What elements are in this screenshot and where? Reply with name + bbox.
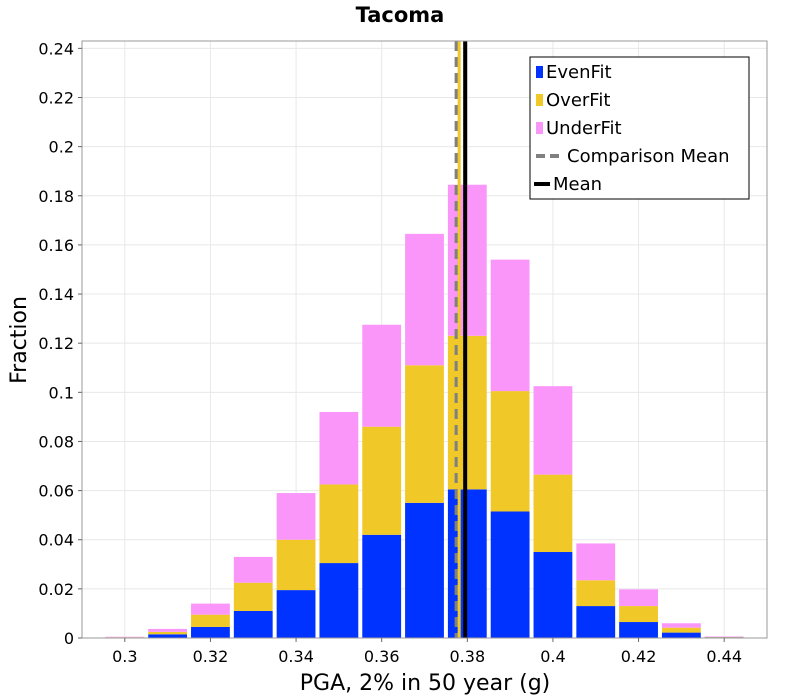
bar-evenfit-11 xyxy=(576,606,616,638)
bar-overfit-2 xyxy=(191,614,230,627)
bar-underfit-7 xyxy=(405,233,444,366)
bar-underfit-5 xyxy=(319,411,359,485)
bar-evenfit-12 xyxy=(619,622,658,638)
legend-swatch xyxy=(536,66,543,78)
x-tick-label: 0.36 xyxy=(364,647,400,666)
y-tick-label: 0.02 xyxy=(38,580,74,599)
legend-box xyxy=(529,56,750,200)
bar-overfit-3 xyxy=(233,582,273,611)
bar-evenfit-9 xyxy=(490,511,530,638)
bar-evenfit-2 xyxy=(191,626,230,638)
bar-underfit-3 xyxy=(233,556,273,583)
y-ticks: 0 0.02 0.04 0.06 0.08 0.1 0.12 0.14 0.16 0.18 0.2 0… xyxy=(38,39,82,648)
bar-evenfit-10 xyxy=(533,552,573,638)
bar-evenfit-4 xyxy=(276,590,316,638)
bar-evenfit-8 xyxy=(447,489,487,638)
bar-overfit-4 xyxy=(276,539,316,591)
x-tick-label: 0.4 xyxy=(540,647,565,666)
legend-swatch xyxy=(536,94,543,106)
bar-overfit-1 xyxy=(148,631,188,635)
bar-underfit-12 xyxy=(619,589,658,607)
bar-evenfit-13 xyxy=(661,632,701,638)
bar-underfit-2 xyxy=(191,603,230,615)
y-tick-label: 0.1 xyxy=(49,383,74,402)
bar-evenfit-3 xyxy=(233,610,273,638)
bar-evenfit-5 xyxy=(319,563,359,638)
x-ticks: 0.3 0.32 0.34 0.36 0.38 0.4 0.42 0.44 xyxy=(112,638,742,666)
bar-overfit-6 xyxy=(362,426,402,535)
bars xyxy=(105,184,744,638)
bar-underfit-10 xyxy=(533,386,573,475)
y-tick-label: 0 xyxy=(64,629,74,648)
bar-overfit-10 xyxy=(533,474,573,553)
legend-label: OverFit xyxy=(546,90,610,111)
plot-frame xyxy=(81,40,768,639)
x-tick-label: 0.3 xyxy=(112,647,137,666)
y-tick-label: 0.24 xyxy=(38,39,74,58)
y-tick-label: 0.22 xyxy=(38,89,74,108)
bar-overfit-11 xyxy=(576,580,616,607)
y-axis-label: Fraction xyxy=(7,296,32,384)
legend: EvenFit OverFit UnderFit Comparison Mean Mea… xyxy=(529,56,750,200)
legend-label: UnderFit xyxy=(546,118,622,139)
bar-underfit-4 xyxy=(276,493,316,540)
bar-underfit-9 xyxy=(490,259,530,392)
y-tick-label: 0.04 xyxy=(38,531,74,550)
chart-title: Tacoma xyxy=(356,3,445,27)
legend-label: EvenFit xyxy=(546,62,612,83)
bar-overfit-7 xyxy=(405,365,444,503)
bar-overfit-13 xyxy=(661,627,701,633)
bar-underfit-13 xyxy=(661,623,701,628)
bar-evenfit-7 xyxy=(405,502,444,638)
bar-overfit-12 xyxy=(619,606,658,623)
y-tick-label: 0.14 xyxy=(38,285,74,304)
y-tick-label: 0.2 xyxy=(49,138,74,157)
bar-evenfit-1 xyxy=(148,634,188,638)
y-tick-label: 0.06 xyxy=(38,482,74,501)
legend-label: Mean xyxy=(553,174,602,195)
x-axis-label: PGA, 2% in 50 year (g) xyxy=(300,671,551,696)
bar-overfit-9 xyxy=(490,391,530,512)
x-tick-label: 0.34 xyxy=(278,647,314,666)
bar-overfit-5 xyxy=(319,484,359,564)
bar-overfit-8 xyxy=(447,335,487,490)
y-tick-label: 0.16 xyxy=(38,236,74,255)
bar-underfit-8 xyxy=(447,184,487,336)
y-tick-label: 0.08 xyxy=(38,432,74,451)
legend-swatch xyxy=(536,122,543,134)
x-tick-label: 0.42 xyxy=(621,647,657,666)
x-tick-label: 0.38 xyxy=(450,647,486,666)
x-tick-label: 0.44 xyxy=(706,647,742,666)
bar-underfit-11 xyxy=(576,543,616,581)
bar-underfit-1 xyxy=(148,628,188,632)
y-tick-label: 0.18 xyxy=(38,187,74,206)
mean-lines xyxy=(454,41,468,638)
x-tick-label: 0.32 xyxy=(193,647,229,666)
bar-evenfit-6 xyxy=(362,534,402,638)
y-tick-label: 0.12 xyxy=(38,334,74,353)
bar-underfit-6 xyxy=(362,324,402,427)
legend-label: Comparison Mean xyxy=(567,146,730,167)
